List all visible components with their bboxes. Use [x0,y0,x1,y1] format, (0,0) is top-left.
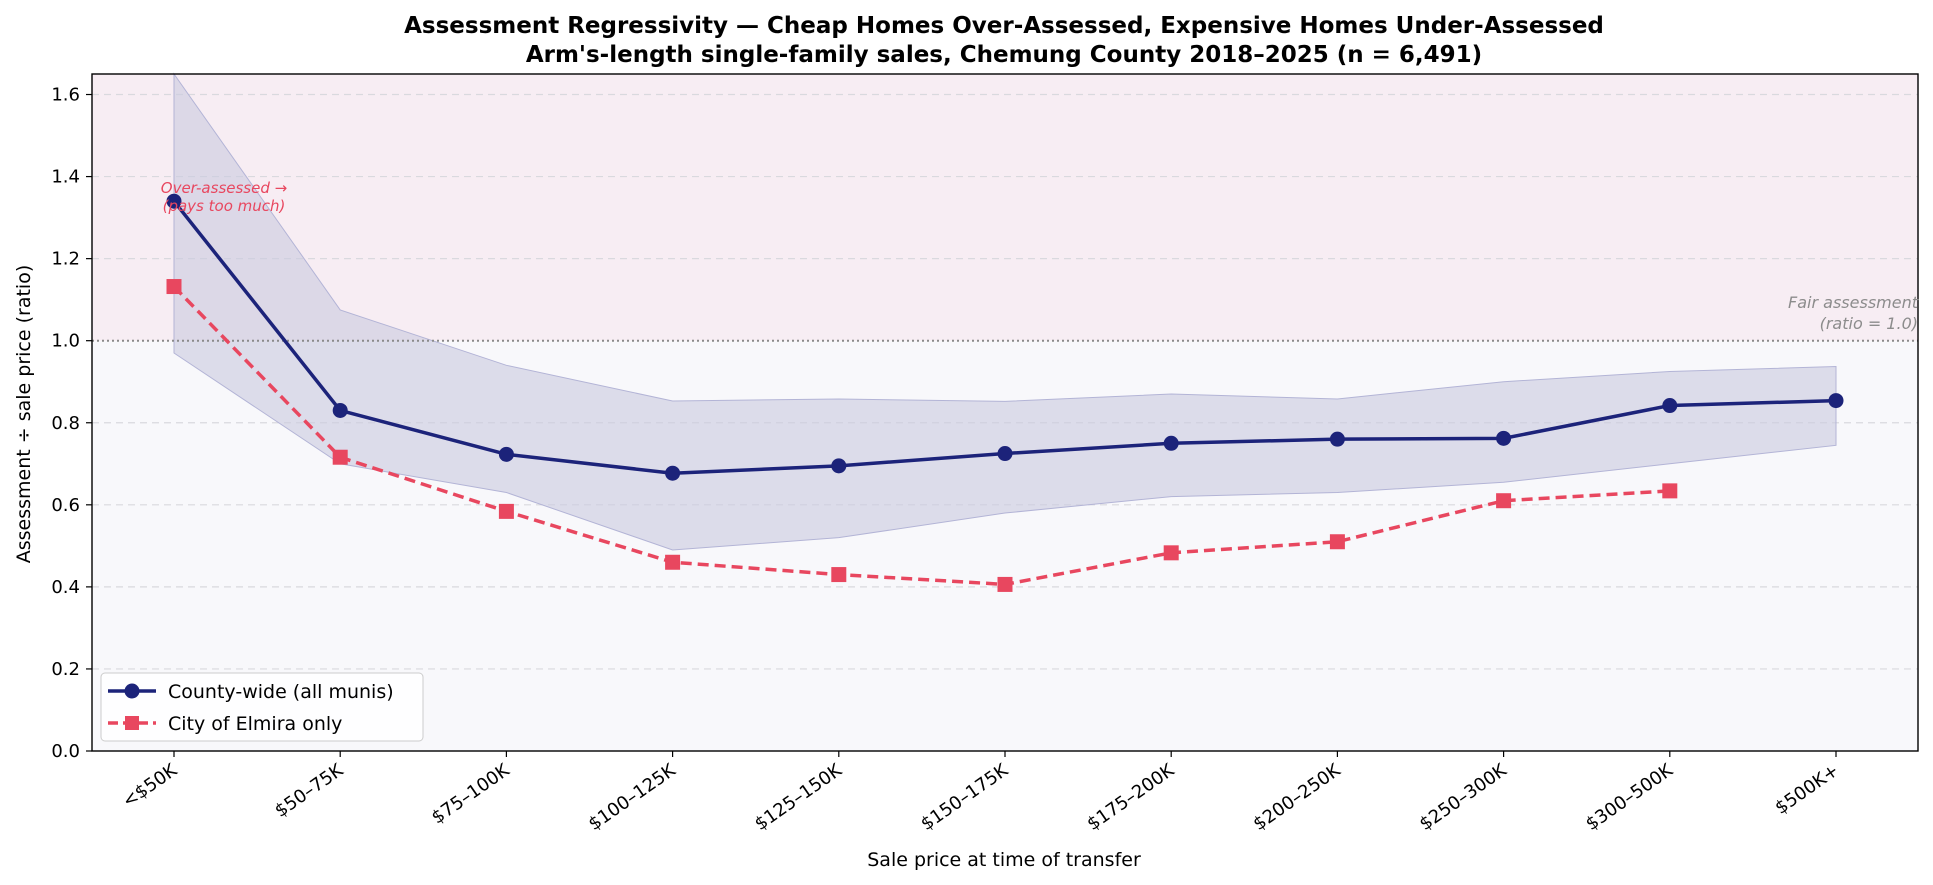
y-tick-label: 1.0 [51,331,80,352]
county-data-point [1329,431,1345,447]
legend-elmira-marker [125,716,139,730]
over-assessed-region [92,74,1918,341]
x-tick-label: $75–100K [428,759,514,828]
elmira-data-point [1329,534,1345,550]
x-tick-label: $500K+ [1771,760,1843,819]
county-data-point [997,446,1013,462]
county-data-point [166,193,182,209]
series-group [166,193,1844,592]
y-tick-label: 0.4 [51,577,80,598]
chart-subtitle: Arm's-length single-family sales, Chemun… [526,42,1482,68]
legend: County-wide (all munis) City of Elmira o… [100,672,424,742]
confidence-band [173,72,1837,551]
x-tick-label: $150–175K [917,759,1013,835]
over-assessed-annotation-line1: Over-assessed → [161,179,287,197]
x-tick-label: $250–300K [1416,759,1512,835]
x-axis-label: Sale price at time of transfer [867,849,1141,871]
fair-assessment-label-line2: (ratio = 1.0) [1820,314,1918,333]
y-tick-label: 1.6 [51,85,80,106]
x-tick-label: $300–500K [1582,759,1678,835]
elmira-data-point [332,449,348,465]
over-assessed-annotation-line2: (pays too much) [163,197,286,215]
elmira-data-point [166,279,182,295]
elmira-data-point [831,567,847,583]
county-data-point [1163,435,1179,451]
x-tick-label: $50–75K [271,759,348,822]
y-tick-label: 1.2 [51,249,80,270]
county-data-point [1496,430,1512,446]
legend-box [100,672,424,742]
x-tick-label: <$50K [119,759,182,812]
y-tick-label: 0.8 [51,413,80,434]
county-data-point [1662,398,1678,414]
fair-assessment-label-line1: Fair assessment [1788,293,1919,312]
x-tick-label: $125–150K [751,759,847,835]
chart-title: Assessment Regressivity — Cheap Homes Ov… [404,13,1604,39]
elmira-series-line [172,285,1670,587]
x-tick-label: $175–200K [1083,759,1179,835]
county-data-point [332,402,348,418]
y-axis-label: Assessment ÷ sale price (ratio) [13,265,35,563]
county-data-point [831,458,847,474]
county-range-band [173,72,1837,551]
elmira-data-point [1163,545,1179,561]
county-data-point [1828,393,1844,409]
x-tick-label: $100–125K [585,759,681,835]
county-data-point [665,465,681,481]
elmira-data-point [498,503,514,519]
elmira-data-point [1496,493,1512,509]
y-tick-label: 0.2 [51,659,80,680]
county-data-point [498,446,514,462]
elmira-data-point [665,554,681,570]
y-tick-label: 0.6 [51,495,80,516]
y-tick-label: 0.0 [51,741,80,762]
legend-county-label: County-wide (all munis) [168,681,394,703]
elmira-data-point [997,576,1013,592]
elmira-data-point [1662,483,1678,499]
legend-elmira-label: City of Elmira only [168,713,342,735]
legend-county-marker [124,683,140,699]
y-tick-label: 1.4 [51,167,80,188]
x-tick-label: $200–250K [1250,759,1346,835]
